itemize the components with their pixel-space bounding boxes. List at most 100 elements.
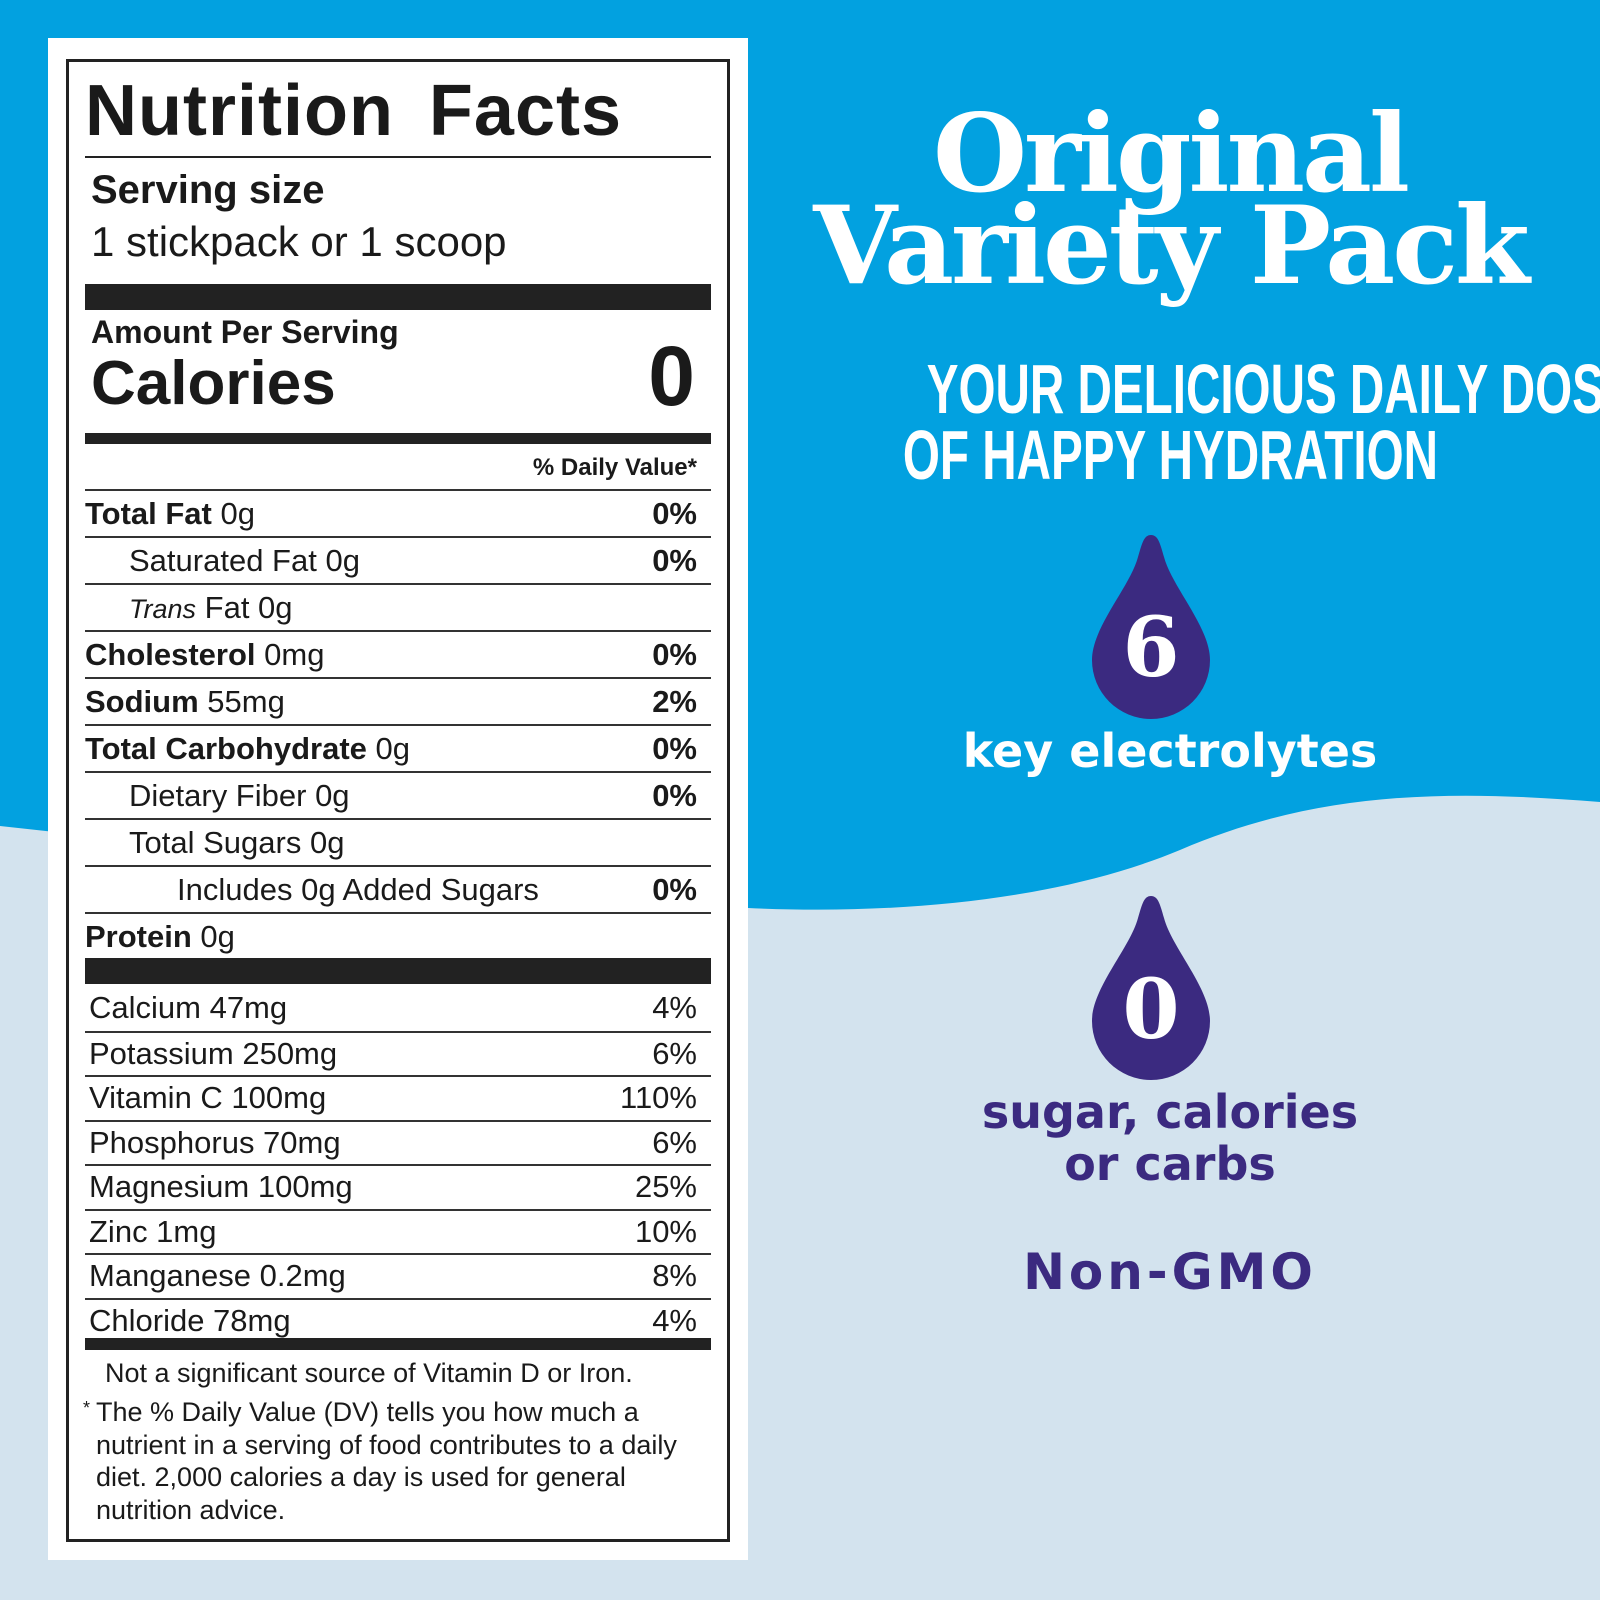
- nutrient-row: Protein 0g: [85, 912, 711, 959]
- vitamin-name: Vitamin C 100mg: [89, 1080, 327, 1115]
- daily-value-header: % Daily Value*: [532, 454, 697, 481]
- promo-title-line2: Variety Pack: [813, 183, 1530, 309]
- nutrient-label: Sodium: [85, 683, 199, 719]
- calories-value: 0: [648, 329, 695, 423]
- nutrient-daily-value: 0%: [652, 871, 697, 907]
- vitamin-name: Chloride 78mg: [89, 1302, 291, 1338]
- vitamin-row: Phosphorus 70mg 6%: [85, 1119, 711, 1164]
- nutrient-label: Trans: [129, 593, 197, 624]
- label-title: Nutrition Facts: [85, 71, 623, 151]
- nutrient-daily-value: 0%: [652, 495, 697, 531]
- tagline-line1: YOUR DELICIOUS DAILY DOSE: [926, 350, 1600, 428]
- vitamin-row: Magnesium 100mg 25%: [85, 1164, 711, 1208]
- nutrient-amount: 55mg: [207, 683, 285, 719]
- nutrient-daily-value: 0%: [652, 777, 697, 813]
- zero-sugar-line1: sugar, calories: [981, 1085, 1359, 1139]
- nutrient-row: Cholesterol 0mg 0%: [85, 630, 711, 677]
- vitamin-name: Calcium 47mg: [89, 990, 288, 1025]
- nutrient-label: Total Fat: [85, 495, 212, 531]
- nutrient-row: Total Fat 0g 0%: [85, 489, 711, 536]
- vitamin-daily-value: 10%: [634, 1213, 697, 1249]
- nutrient-row: Saturated Fat 0g 0%: [85, 536, 711, 583]
- nutrient-daily-value: 0%: [652, 542, 697, 578]
- vitamin-row: Zinc 1mg 10%: [85, 1208, 711, 1253]
- water-drop-icon: [1092, 535, 1210, 719]
- nutrient-label: Total Carbohydrate: [85, 730, 367, 766]
- nutrient-row: Trans Fat 0g: [85, 583, 711, 630]
- vitamin-daily-value: 4%: [652, 990, 697, 1025]
- thick-divider: [85, 958, 711, 984]
- nutrient-name: Total Sugars 0g: [85, 825, 344, 861]
- footnote: The % Daily Value (DV) tells you how muc…: [96, 1397, 677, 1525]
- nutrient-name: Total Fat 0g: [85, 496, 255, 532]
- nutrient-label: Total Sugars: [129, 824, 302, 860]
- nutrient-amount: 0g: [375, 730, 411, 766]
- nutrient-name: Includes 0g Added Sugars: [85, 872, 539, 908]
- nutrient-row: Includes 0g Added Sugars 0%: [85, 865, 711, 912]
- nutrient-daily-value: 2%: [652, 683, 697, 719]
- nutrient-name: Protein 0g: [85, 919, 235, 955]
- amount-per-serving: Amount Per Serving: [91, 314, 399, 350]
- vitamin-row: Calcium 47mg 4%: [85, 986, 711, 1030]
- vitamin-daily-value: 4%: [652, 1302, 697, 1338]
- water-drop-icon: [1092, 896, 1210, 1080]
- nutrient-name: Trans Fat 0g: [85, 590, 293, 626]
- calories-label: Calories: [91, 349, 336, 418]
- not-significant-note: Not a significant source of Vitamin D or…: [105, 1358, 633, 1388]
- nutrient-amount: 0mg: [264, 636, 325, 672]
- nutrient-label: Cholesterol: [85, 636, 256, 672]
- zero-count: 0: [1122, 962, 1180, 1058]
- nutrient-daily-value: 0%: [652, 636, 697, 672]
- vitamin-name: Potassium 250mg: [89, 1035, 338, 1071]
- nutrient-amount: Fat 0g: [204, 589, 293, 625]
- serving-size-label: Serving size: [91, 168, 325, 212]
- zero-sugar-text: sugar, calories or carbs: [760, 1086, 1580, 1190]
- nutrient-row: Total Carbohydrate 0g 0%: [85, 724, 711, 771]
- nutrient-amount: 0g: [315, 777, 350, 813]
- vitamin-row: Manganese 0.2mg 8%: [85, 1253, 711, 1297]
- nutrition-facts-panel: Nutrition Facts Serving size 1 stickpack…: [66, 59, 730, 1542]
- non-gmo-text: Non-GMO: [1023, 1243, 1317, 1301]
- nutrient-amount: 0g: [309, 824, 345, 860]
- nutrient-daily-value: 0%: [652, 730, 697, 766]
- zero-sugar-line2: or carbs: [1064, 1137, 1276, 1191]
- nutrient-row: Total Sugars 0g: [85, 818, 711, 865]
- electrolyte-count: 6: [1122, 600, 1180, 696]
- nutrient-amount: 0g: [220, 495, 255, 531]
- nutrient-name: Cholesterol 0mg: [85, 637, 324, 673]
- vitamin-row: Potassium 250mg 6%: [85, 1030, 711, 1075]
- vitamin-name: Phosphorus 70mg: [89, 1124, 341, 1160]
- tagline: YOUR DELICIOUS DAILY DOSE OF HAPPY HYDRA…: [760, 354, 1600, 494]
- medium-divider: [85, 433, 711, 444]
- vitamin-name: Magnesium 100mg: [89, 1169, 353, 1204]
- nutrient-label: Dietary Fiber: [129, 777, 307, 813]
- medium-divider: [85, 1338, 711, 1350]
- vitamin-daily-value: 110%: [620, 1080, 697, 1115]
- tagline-line2: OF HAPPY HYDRATION: [902, 416, 1438, 494]
- nutrient-name: Sodium 55mg: [85, 684, 285, 720]
- electrolytes-text: key electrolytes: [962, 724, 1378, 778]
- vitamin-daily-value: 25%: [634, 1169, 697, 1204]
- promo-title-line1: Original: [932, 91, 1410, 217]
- nutrient-row: Dietary Fiber 0g 0%: [85, 771, 711, 818]
- nutrient-label: Protein: [85, 918, 192, 954]
- promo-title: Original Variety Pack: [760, 91, 1580, 309]
- nutrient-row: Sodium 55mg 2%: [85, 677, 711, 724]
- footnote-asterisk: *: [83, 1398, 91, 1418]
- nutrient-amount: 0g: [325, 542, 360, 578]
- nutrient-name: Total Carbohydrate 0g: [85, 731, 410, 767]
- nutrient-name: Saturated Fat 0g: [85, 543, 360, 579]
- vitamin-daily-value: 6%: [652, 1124, 697, 1160]
- nutrient-label: Saturated Fat: [129, 542, 317, 578]
- vitamin-daily-value: 6%: [652, 1035, 697, 1071]
- nutrient-amount: 0g: [200, 918, 235, 954]
- vitamin-row: Vitamin C 100mg 110%: [85, 1075, 711, 1119]
- nutrient-name: Dietary Fiber 0g: [85, 778, 350, 814]
- divider: [85, 156, 711, 158]
- vitamin-name: Zinc 1mg: [89, 1213, 217, 1249]
- thick-divider: [85, 284, 711, 310]
- serving-size-value: 1 stickpack or 1 scoop: [91, 218, 507, 265]
- vitamin-row: Chloride 78mg 4%: [85, 1297, 711, 1342]
- vitamin-daily-value: 8%: [652, 1258, 697, 1293]
- nutrient-label: Includes 0g Added Sugars: [177, 871, 539, 907]
